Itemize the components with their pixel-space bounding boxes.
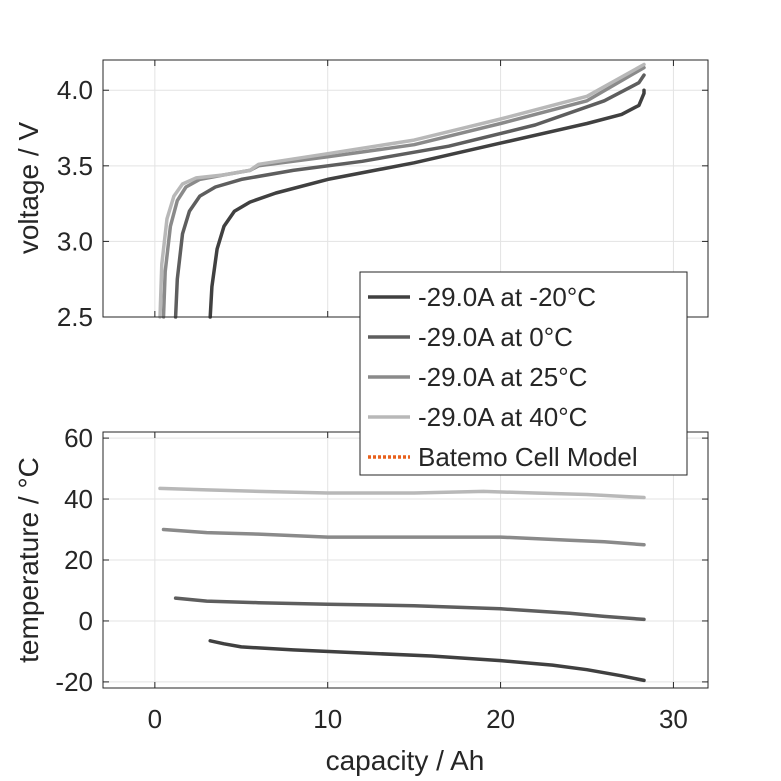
y-tick-label-1-0: -20: [55, 667, 93, 697]
legend-label-0: -29.0A at -20°C: [418, 282, 596, 312]
series-line-1-1: [173, 596, 646, 622]
y-tick-label-1-3: 40: [64, 484, 93, 514]
legend-entries: -29.0A at -20°C -29.0A at 0°C -29.0A at 25…: [368, 282, 638, 472]
capacity-x-axis-label: capacity / Ah: [326, 745, 485, 776]
legend-label-2: -29.0A at 25°C: [418, 362, 587, 392]
voltage-panel: 2.5 3.0 3.5 4.0 voltage / V: [13, 59, 709, 332]
series-line-0-0: [208, 88, 646, 319]
x-tick-label-0: 0: [148, 704, 162, 734]
y-tick-label-1-1: 0: [79, 606, 93, 636]
voltage-y-axis-label: voltage / V: [13, 122, 44, 255]
y-tick-label-0-0: 2.5: [57, 302, 93, 332]
legend-label-4: Batemo Cell Model: [418, 442, 638, 472]
legend-box: [359, 271, 688, 476]
y-tick-label-0-3: 4.0: [57, 75, 93, 105]
voltage-series: [158, 62, 646, 319]
voltage-y-ticks: 2.5 3.0 3.5 4.0: [57, 75, 708, 332]
temperature-series: [158, 486, 646, 683]
y-tick-label-1-2: 20: [64, 545, 93, 575]
legend-label-3: -29.0A at 40°C: [418, 402, 587, 432]
legend-label-1: -29.0A at 0°C: [418, 322, 573, 352]
y-tick-label-0-1: 3.0: [57, 226, 93, 256]
legend: -29.0A at -20°C -29.0A at 0°C -29.0A at 25…: [359, 271, 688, 476]
x-tick-label-2: 20: [486, 704, 515, 734]
x-tick-label-1: 10: [313, 704, 342, 734]
series-line-1-2: [161, 527, 646, 547]
capacity-x-ticks: 0 10 20 30: [148, 704, 688, 734]
y-tick-label-0-2: 3.5: [57, 151, 93, 181]
temperature-y-ticks: -20 0 20 40 60: [55, 423, 708, 697]
series-line-1-0: [208, 639, 646, 683]
series-line-0-3: [158, 62, 646, 319]
y-tick-label-1-4: 60: [64, 423, 93, 453]
series-line-0-1: [173, 73, 646, 319]
series-line-1-3: [158, 486, 646, 500]
x-tick-label-3: 30: [659, 704, 688, 734]
temperature-y-axis-label: temperature / °C: [13, 457, 44, 663]
